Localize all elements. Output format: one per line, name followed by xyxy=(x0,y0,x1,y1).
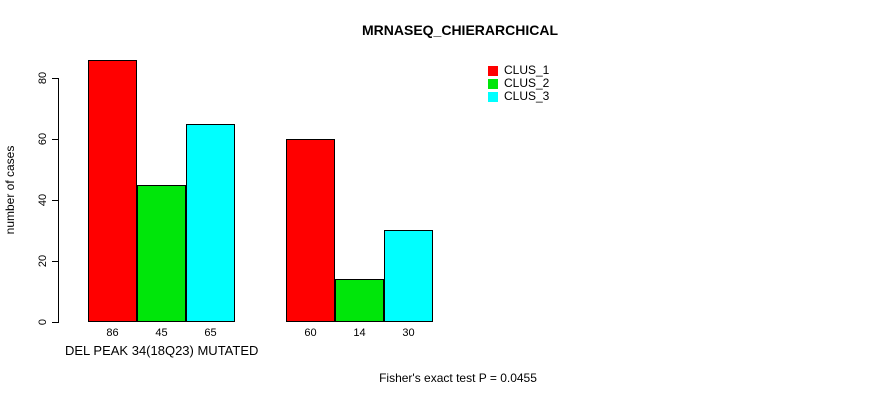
y-tick-label: 80 xyxy=(37,71,49,85)
y-tick-label: 0 xyxy=(37,318,49,326)
x-axis-label: DEL PEAK 34(18Q23) MUTATED xyxy=(65,343,259,358)
bar-clus_3-group2 xyxy=(384,230,433,322)
bar-clus_3-group1 xyxy=(186,124,235,322)
legend-swatch-clus2-icon xyxy=(488,78,498,89)
bar-value-label: 86 xyxy=(106,327,119,339)
bar-value-label: 14 xyxy=(353,327,366,339)
bar-value-label: 30 xyxy=(402,327,415,339)
y-tick-mark xyxy=(52,260,58,262)
bar-clus_2-group2 xyxy=(335,279,384,322)
chart-title: MRNASEQ_CHIERARCHICAL xyxy=(361,22,559,38)
bar-clus_1-group1 xyxy=(88,60,137,322)
y-tick-mark xyxy=(52,199,58,201)
y-tick-mark xyxy=(52,138,58,140)
legend-label: CLUS_1 xyxy=(504,63,550,77)
bar-value-label: 65 xyxy=(204,327,217,339)
y-tick-mark xyxy=(52,77,58,79)
y-tick-label: 60 xyxy=(37,132,49,146)
y-tick-label: 20 xyxy=(37,254,49,268)
legend-swatch-clus3-icon xyxy=(488,91,498,102)
legend: CLUS_1 CLUS_2 CLUS_3 xyxy=(488,64,549,103)
bar-value-label: 60 xyxy=(304,327,317,339)
bar-clus_2-group1 xyxy=(137,185,186,322)
legend-label: CLUS_2 xyxy=(504,76,550,90)
y-tick-mark xyxy=(52,321,58,323)
y-tick-label: 40 xyxy=(37,193,49,207)
legend-row: CLUS_1 xyxy=(488,64,549,77)
y-axis-line xyxy=(58,78,59,323)
legend-row: CLUS_3 xyxy=(488,90,549,103)
legend-swatch-clus1-icon xyxy=(488,65,498,76)
legend-row: CLUS_2 xyxy=(488,77,549,90)
fisher-test-note: Fisher's exact test P = 0.0455 xyxy=(379,371,537,385)
y-axis-title: number of cases xyxy=(3,145,17,235)
legend-label: CLUS_3 xyxy=(504,89,550,103)
bar-clus_1-group2 xyxy=(286,139,335,322)
bar-value-label: 45 xyxy=(155,327,168,339)
